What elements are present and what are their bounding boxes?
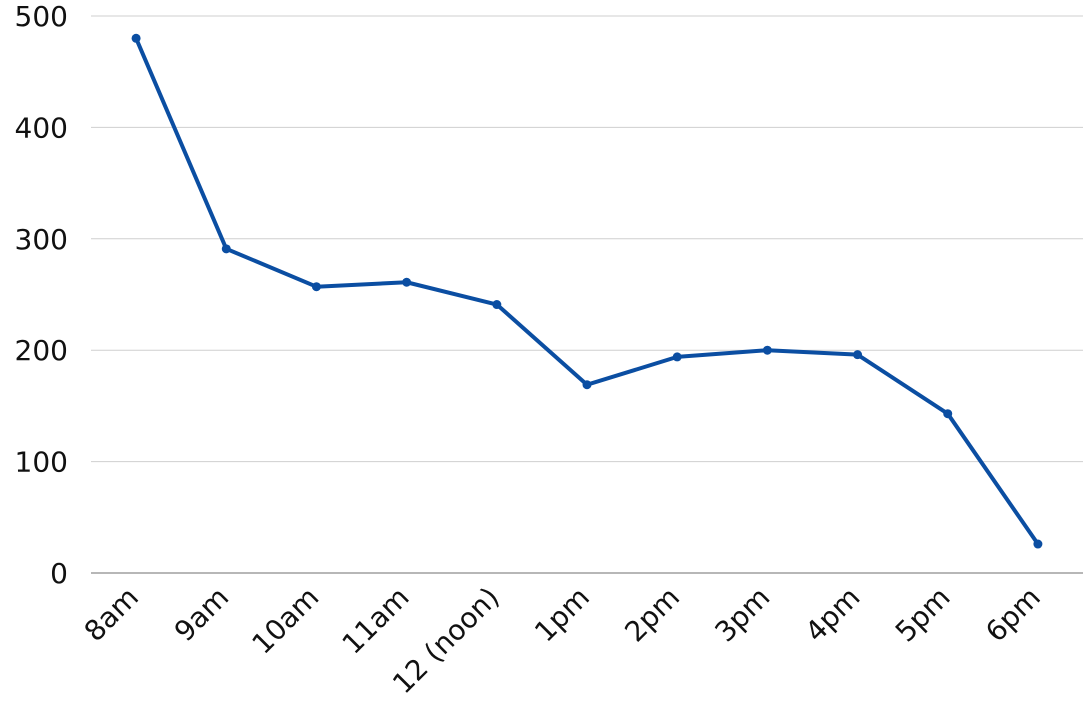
x-tick-label: 2pm [618,581,686,649]
x-tick-label: 11am [336,581,416,661]
data-point [582,380,592,390]
series [131,33,1043,549]
y-tick-label: 400 [15,111,68,144]
data-point [221,244,231,254]
x-tick-label: 3pm [709,581,777,649]
gridlines [91,15,1083,574]
x-tick-label: 10am [245,581,325,661]
x-tick-label: 8am [78,581,145,648]
x-tick-label: 6pm [979,581,1047,649]
y-tick-label: 100 [15,446,68,479]
y-tick-label: 0 [50,557,68,590]
y-axis-tick-labels: 0 100 200 300 400 500 [15,0,68,590]
series-line [134,36,1040,547]
data-point [853,350,863,360]
data-point [762,345,772,355]
data-point [402,277,412,287]
x-tick-label: 1pm [528,581,596,649]
data-point [1033,539,1043,549]
data-point [943,409,953,419]
y-tick-label: 500 [15,0,68,33]
data-point [131,33,141,43]
x-tick-label: 9am [168,581,235,648]
data-point [492,300,502,310]
x-tick-label: 4pm [799,581,867,649]
data-point [672,352,682,362]
x-tick-label: 5pm [889,581,957,649]
y-tick-label: 200 [15,334,68,367]
data-point [311,282,321,292]
y-tick-label: 300 [15,223,68,256]
